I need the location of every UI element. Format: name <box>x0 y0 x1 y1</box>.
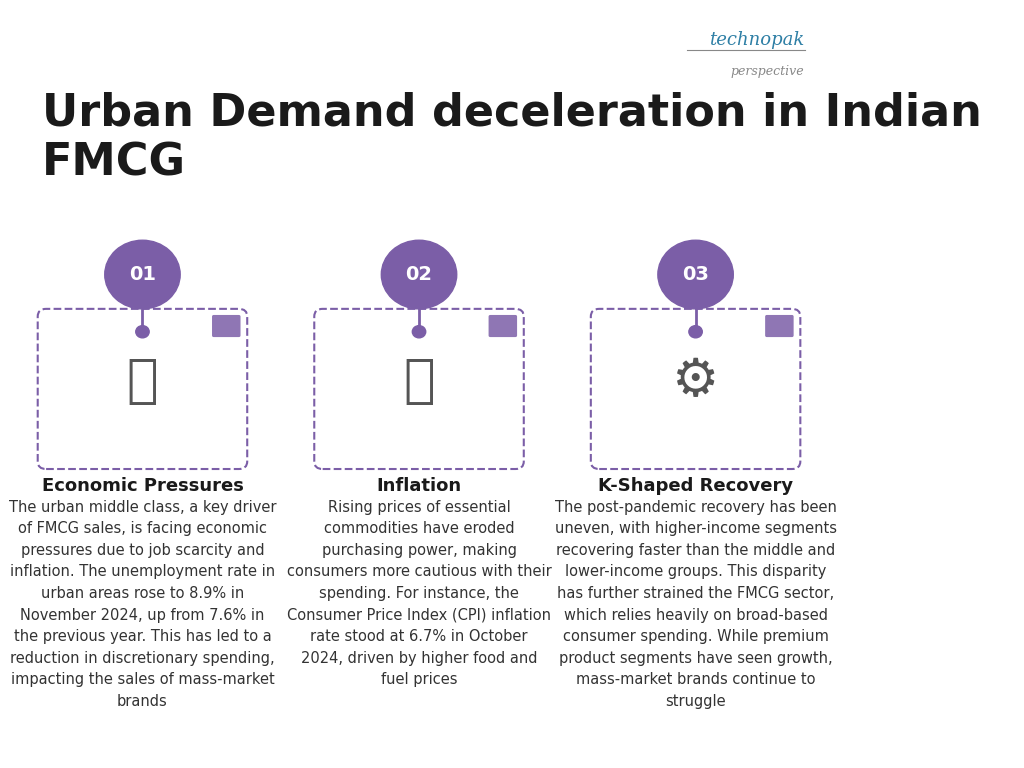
Text: 03: 03 <box>682 265 709 284</box>
Circle shape <box>413 326 426 338</box>
Text: Inflation: Inflation <box>377 477 462 495</box>
Circle shape <box>657 240 733 309</box>
FancyBboxPatch shape <box>591 309 801 469</box>
Text: Urban Demand deceleration in Indian
FMCG: Urban Demand deceleration in Indian FMCG <box>42 91 982 184</box>
Text: perspective: perspective <box>731 65 805 78</box>
FancyBboxPatch shape <box>212 315 241 337</box>
Circle shape <box>689 326 702 338</box>
Text: technopak: technopak <box>710 31 805 48</box>
Circle shape <box>104 240 180 309</box>
Circle shape <box>136 326 150 338</box>
Circle shape <box>381 240 457 309</box>
Text: 💰: 💰 <box>127 356 159 407</box>
FancyBboxPatch shape <box>314 309 524 469</box>
FancyBboxPatch shape <box>38 309 247 469</box>
Text: Economic Pressures: Economic Pressures <box>42 477 244 495</box>
Text: The post-pandemic recovery has been
uneven, with higher-income segments
recoveri: The post-pandemic recovery has been unev… <box>555 499 837 709</box>
Text: K-Shaped Recovery: K-Shaped Recovery <box>598 477 794 495</box>
FancyBboxPatch shape <box>488 315 517 337</box>
Text: 02: 02 <box>406 265 432 284</box>
Text: 01: 01 <box>129 265 156 284</box>
Text: 📈: 📈 <box>403 356 435 407</box>
FancyBboxPatch shape <box>765 315 794 337</box>
Text: Rising prices of essential
commodities have eroded
purchasing power, making
cons: Rising prices of essential commodities h… <box>287 499 551 687</box>
Text: ⚙: ⚙ <box>672 356 719 407</box>
Text: The urban middle class, a key driver
of FMCG sales, is facing economic
pressures: The urban middle class, a key driver of … <box>9 499 276 709</box>
